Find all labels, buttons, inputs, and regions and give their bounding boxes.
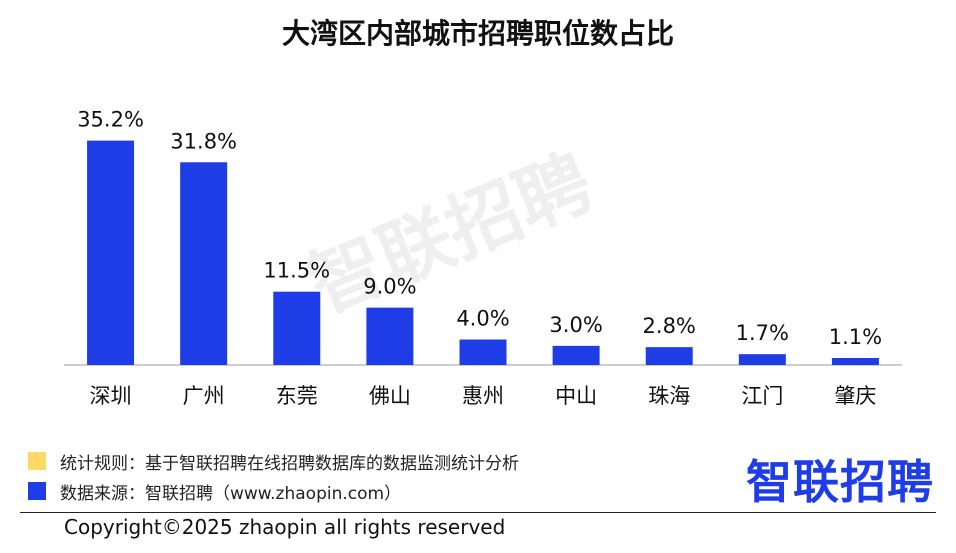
x-tick-label-5: 中山 [555, 384, 597, 408]
note-source: 数据来源：智联招聘（www.zhaopin.com） [28, 476, 519, 506]
x-tick-label-8: 肇庆 [834, 384, 876, 408]
data-label-5: 3.0% [549, 313, 602, 337]
copyright: Copyright©2025 zhaopin all rights reserv… [64, 515, 506, 539]
bar-7 [738, 354, 786, 365]
x-tick-label-1: 广州 [183, 384, 225, 408]
bar-8 [831, 357, 879, 365]
bar-5 [552, 345, 600, 365]
source-swatch [28, 482, 46, 500]
source-text: 数据来源：智联招聘（www.zhaopin.com） [60, 483, 402, 504]
x-tick-label-4: 惠州 [462, 384, 504, 408]
x-tick-label-6: 珠海 [648, 384, 690, 408]
data-label-6: 2.8% [643, 314, 696, 338]
bar-2 [273, 291, 321, 365]
x-tick-label-0: 深圳 [90, 384, 132, 408]
brand-logo: 智联招聘 [746, 455, 934, 509]
data-label-1: 31.8% [170, 129, 237, 153]
bar-1 [180, 162, 228, 365]
data-label-3: 9.0% [363, 275, 416, 299]
rule-text: 统计规则：基于智联招聘在线招聘数据库的数据监测统计分析 [60, 453, 519, 474]
x-tick-label-2: 东莞 [276, 384, 318, 408]
data-label-7: 1.7% [736, 321, 789, 345]
data-label-4: 4.0% [456, 307, 509, 331]
chart-notes: 统计规则：基于智联招聘在线招聘数据库的数据监测统计分析 数据来源：智联招聘（ww… [28, 446, 519, 506]
x-tick-label-3: 佛山 [369, 384, 411, 408]
bar-4 [459, 339, 507, 365]
bar-3 [366, 307, 414, 365]
data-label-8: 1.1% [829, 325, 882, 349]
chart-title: 大湾区内部城市招聘职位数占比 [281, 17, 674, 50]
note-rule: 统计规则：基于智联招聘在线招聘数据库的数据监测统计分析 [28, 446, 519, 476]
bar-chart: 35.2% 深圳 31.8% 广州 11.5% 东莞 9.0% 佛山 4.0% 惠州 3.0% 中山 2… [64, 108, 902, 408]
x-tick-label-7: 江门 [741, 384, 783, 408]
data-label-0: 35.2% [77, 108, 144, 132]
bar-6 [645, 347, 693, 365]
data-label-2: 11.5% [263, 259, 330, 283]
bar-0 [87, 140, 135, 365]
footer-divider [20, 512, 936, 513]
rule-swatch [28, 452, 46, 470]
